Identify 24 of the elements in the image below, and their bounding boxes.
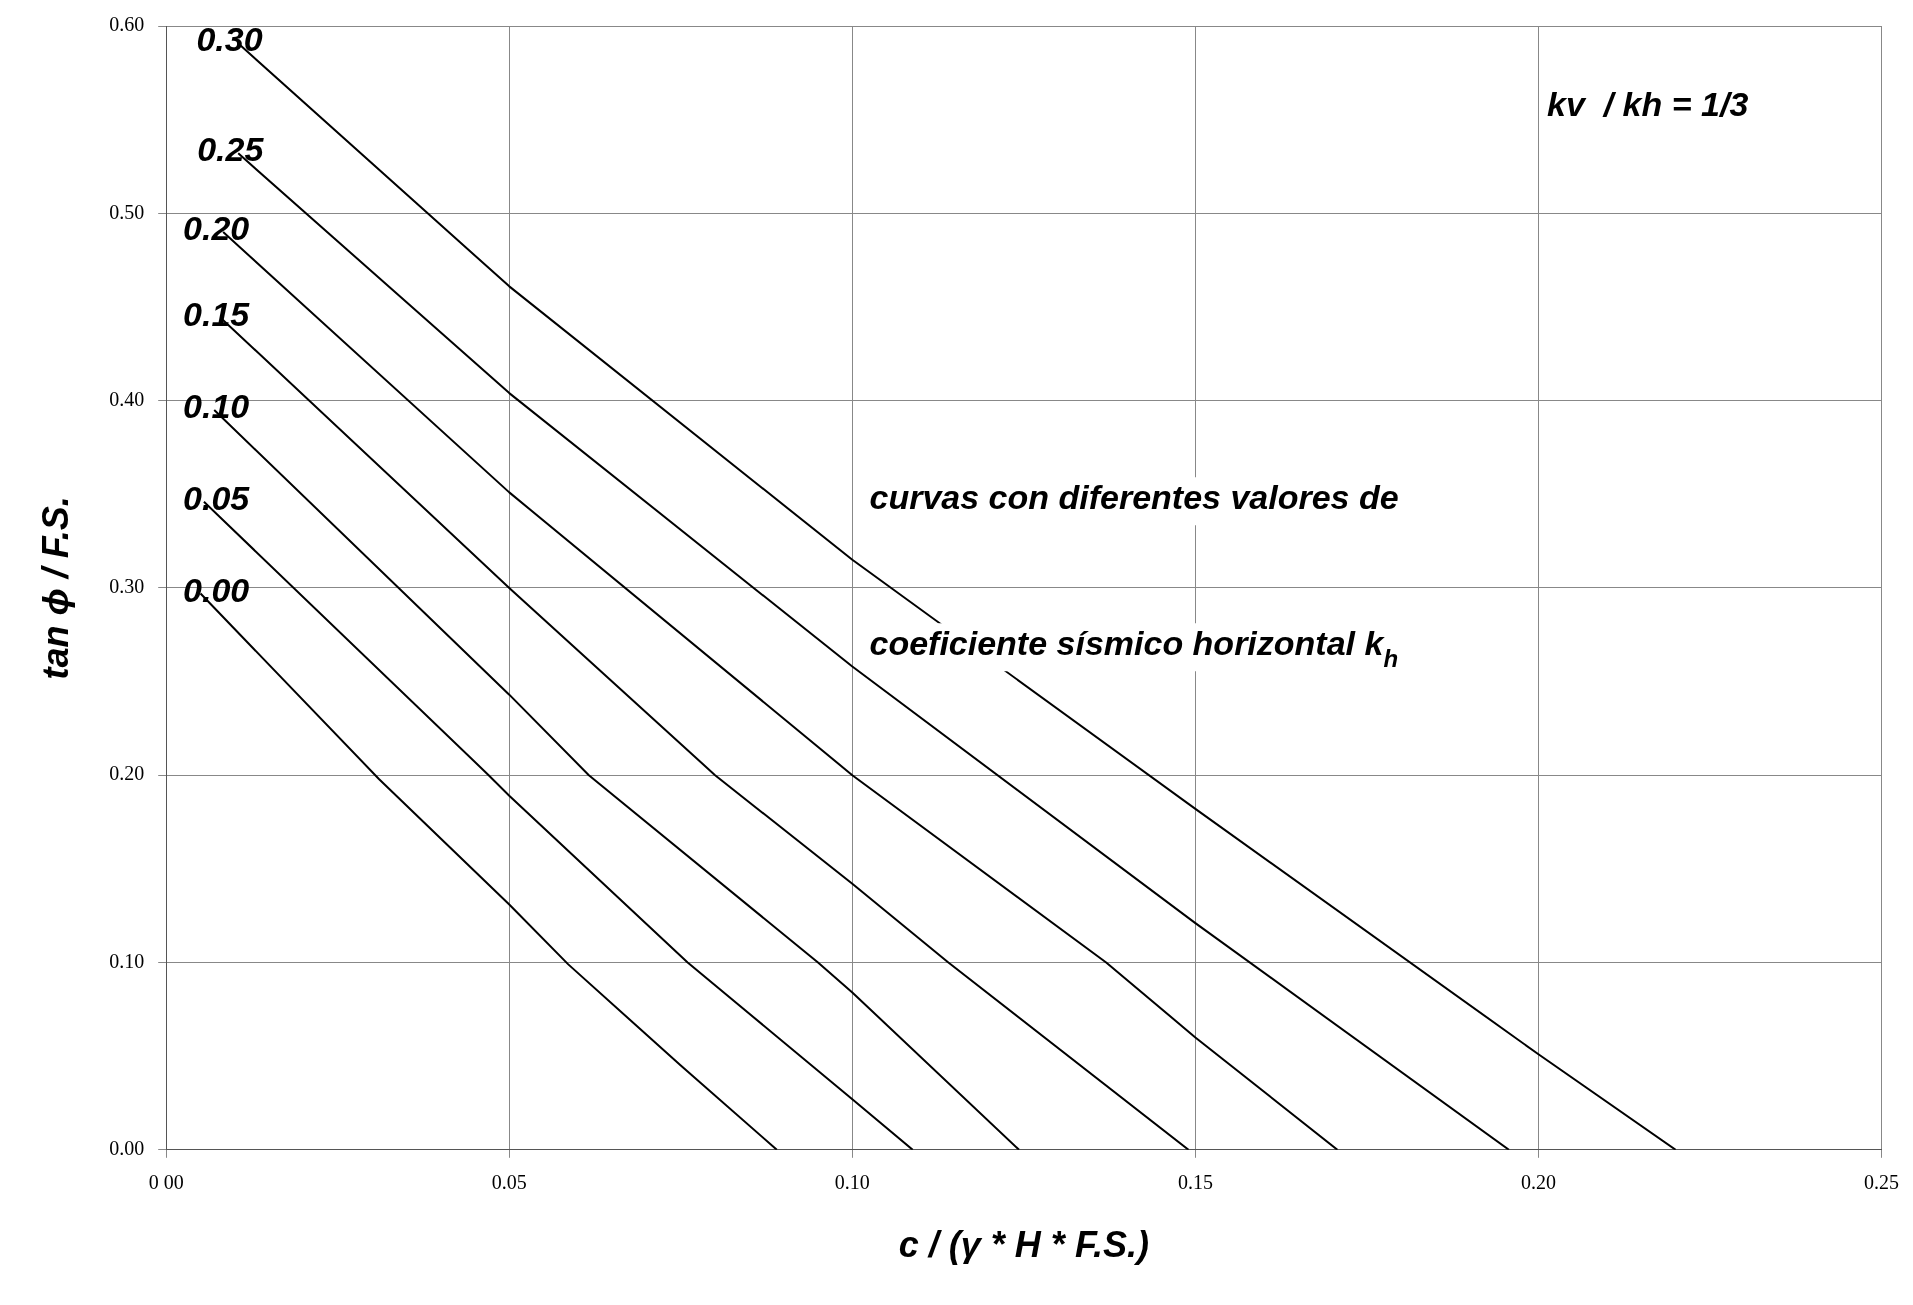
y-axis-title: tan ϕ / F.S. — [34, 496, 76, 680]
series-label: 0.25 — [197, 130, 265, 169]
series-label: 0.10 — [183, 386, 250, 425]
x-tick-label: 0.20 — [1520, 1171, 1556, 1194]
series-label: 0.00 — [183, 570, 250, 609]
y-tick-label: 0.20 — [109, 762, 145, 785]
series-label: 0.15 — [183, 295, 251, 334]
y-tick-label: 0.30 — [109, 575, 145, 598]
y-tick-label: 0.10 — [109, 949, 145, 972]
annotation: curvas con diferentes valores de — [869, 478, 1399, 517]
y-tick-label: 0.40 — [109, 387, 145, 410]
series-label: 0.30 — [196, 19, 263, 58]
y-tick-label: 0.50 — [109, 200, 145, 223]
x-tick-label: 0 00 — [148, 1171, 184, 1194]
x-axis-title: c / (γ * H * F.S.) — [898, 1224, 1149, 1266]
x-tick-label: 0.10 — [834, 1171, 870, 1194]
y-tick-label: 0.00 — [109, 1137, 145, 1160]
y-tick-label: 0.60 — [109, 13, 145, 36]
series-label: 0.05 — [183, 478, 251, 517]
x-tick-label: 0.05 — [491, 1171, 527, 1194]
series-label: 0.20 — [183, 209, 250, 248]
x-tick-label: 0.25 — [1864, 1171, 1899, 1194]
x-tick-label: 0.15 — [1177, 1171, 1213, 1194]
annotation: kv / kh = 1/3 — [1547, 84, 1749, 123]
